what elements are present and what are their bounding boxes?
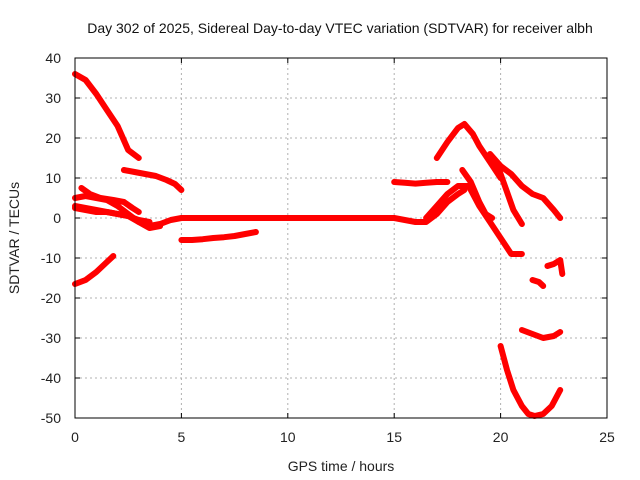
y-tick-label: -40	[41, 370, 61, 386]
y-tick-label: 30	[45, 90, 61, 106]
x-axis-label: GPS time / hours	[288, 458, 395, 474]
series-track-18	[497, 343, 564, 419]
chart-title: Day 302 of 2025, Sidereal Day-to-day VTE…	[87, 20, 593, 36]
x-tick-label: 20	[493, 429, 509, 445]
x-tick-label: 10	[280, 429, 296, 445]
series-track-12	[493, 159, 525, 227]
y-tick-label: 40	[45, 50, 61, 66]
series-track-2	[120, 167, 185, 193]
x-tick-label: 5	[178, 429, 186, 445]
series-track-15	[518, 327, 564, 341]
y-axis-label: SDTVAR / TECUs	[6, 182, 22, 294]
y-tick-label: -10	[41, 250, 61, 266]
series-track-16	[529, 277, 547, 289]
series-track-1	[72, 71, 142, 161]
y-tick-label: 10	[45, 170, 61, 186]
data-series	[72, 71, 566, 419]
series-track-7	[72, 203, 153, 225]
series-track-11	[487, 151, 564, 221]
plot-frame	[74, 57, 608, 419]
y-tick-label: -50	[41, 410, 61, 426]
x-tick-label: 15	[386, 429, 402, 445]
x-tick-label: 25	[599, 429, 615, 445]
axis-ticks: 0 5 10 15 20 25 -50 -40 -30 -20 -10 0 10 20 30 40	[41, 50, 615, 445]
series-track-17	[544, 257, 566, 277]
y-tick-label: 0	[53, 210, 61, 226]
series-track-8	[178, 229, 259, 243]
series-track-10	[433, 121, 504, 181]
x-tick-label: 0	[71, 429, 79, 445]
series-track-3	[72, 253, 117, 287]
series-track-14	[459, 167, 496, 221]
y-tick-label: 20	[45, 130, 61, 146]
y-tick-label: -20	[41, 290, 61, 306]
series-track-6	[72, 193, 164, 231]
y-tick-label: -30	[41, 330, 61, 346]
series-track-9	[391, 179, 451, 187]
